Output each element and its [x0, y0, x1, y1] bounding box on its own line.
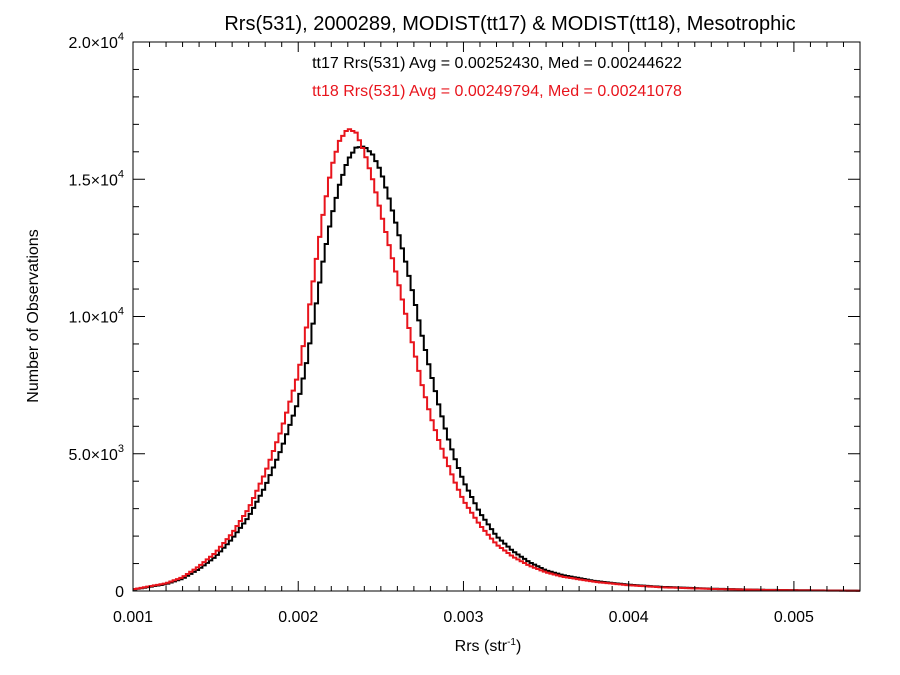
x-tick-label: 0.005	[774, 609, 814, 626]
annotation-tt18: tt18 Rrs(531) Avg = 0.00249794, Med = 0.…	[312, 83, 682, 100]
x-tick-label: 0.001	[113, 609, 153, 626]
y-tick-label: 5.0×103	[68, 443, 124, 464]
y-tick-label: 1.5×104	[68, 168, 124, 189]
y-tick-label: 1.0×104	[68, 306, 124, 327]
y-tick-label: 0	[115, 584, 124, 601]
chart-title: Rrs(531), 2000289, MODIST(tt17) & MODIST…	[224, 13, 795, 35]
x-axis-label: Rrs (str-1)	[455, 637, 522, 655]
histogram-line-tt18	[133, 128, 860, 592]
x-tick-label: 0.004	[609, 609, 649, 626]
x-tick-label: 0.003	[443, 609, 483, 626]
y-axis-label: Number of Observations	[25, 229, 42, 402]
y-tick-label: 2.0×104	[68, 31, 124, 52]
x-tick-label: 0.002	[278, 609, 318, 626]
annotation-tt17: tt17 Rrs(531) Avg = 0.00252430, Med = 0.…	[312, 55, 682, 72]
